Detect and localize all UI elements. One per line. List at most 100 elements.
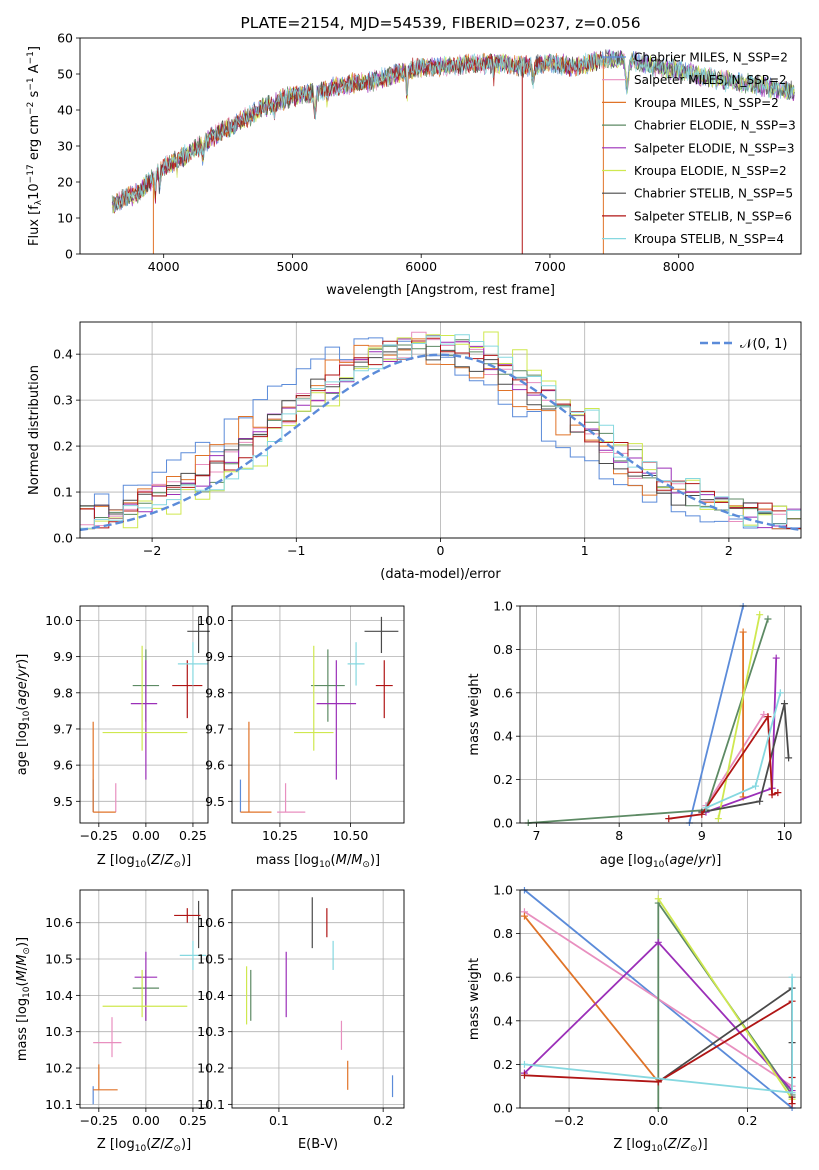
x-tick-label: 0.00 bbox=[132, 828, 160, 843]
x-tick-label: 0.2 bbox=[373, 1113, 393, 1128]
y-tick-label: 9.9 bbox=[53, 649, 73, 664]
y-tick-label: 10.6 bbox=[45, 915, 73, 930]
x-tick-label: 5000 bbox=[277, 259, 309, 274]
x-tick-label: 0.1 bbox=[269, 1113, 289, 1128]
legend-entry-8: Kroupa STELIB, N_SSP=4 bbox=[634, 232, 784, 246]
weight-marker bbox=[780, 700, 788, 708]
y-tick-label: 0.8 bbox=[493, 642, 513, 657]
errorbar-point-4 bbox=[134, 951, 158, 1021]
y-tick-label: 60 bbox=[57, 31, 73, 46]
y-tick-label: 9.7 bbox=[53, 721, 73, 736]
x-tick-label: −1 bbox=[287, 543, 305, 558]
legend-entry-2: Kroupa MILES, N_SSP=2 bbox=[634, 96, 779, 110]
legend-entry-6: Chabrier STELIB, N_SSP=5 bbox=[634, 187, 793, 201]
weight-marker bbox=[756, 611, 764, 619]
y-tick-label: 0.4 bbox=[53, 347, 73, 362]
y-tick-label: 10.5 bbox=[197, 952, 225, 967]
y-tick-label: 9.8 bbox=[205, 685, 225, 700]
y-axis-label: mass weight bbox=[467, 958, 482, 1040]
y-tick-label: 10.1 bbox=[45, 1097, 73, 1112]
Z-age-panel: −0.25 0.00 0.25 9.5 9.6 9.7 9.8 9.9 10.0 Z [log10… bbox=[15, 605, 210, 870]
chart-title: PLATE=2154, MJD=54539, FIBERID=0237, z=0… bbox=[240, 14, 640, 32]
axes-frame bbox=[79, 605, 209, 824]
y-tick-label: 1.0 bbox=[493, 883, 513, 898]
axes-frame bbox=[79, 37, 802, 255]
y-tick-label: 9.8 bbox=[53, 685, 73, 700]
x-axis-label: Z [log10(Z/Z⊙)] bbox=[97, 853, 191, 870]
errorbar-point-8 bbox=[177, 642, 208, 686]
errorbar-point-5 bbox=[294, 645, 334, 751]
x-axis-label: Z [log10(Z/Z⊙)] bbox=[97, 1137, 191, 1154]
histograms bbox=[80, 331, 801, 532]
y-tick-label: 0.2 bbox=[493, 772, 513, 787]
weight-marker bbox=[702, 804, 710, 812]
weight-series-2 bbox=[523, 915, 660, 1083]
axes-frame bbox=[519, 889, 802, 1109]
y-tick-label: 30 bbox=[57, 139, 73, 154]
weight-marker bbox=[654, 938, 662, 946]
axes-frame bbox=[79, 889, 209, 1109]
y-tick-label: 10.3 bbox=[45, 1024, 73, 1039]
weight-series-1 bbox=[705, 714, 765, 807]
age-weight-panel: 7 8 9 10 0.0 0.2 0.4 0.6 0.8 1.0 mass weight age [l… bbox=[467, 599, 802, 870]
y-tick-label: 0.0 bbox=[493, 1101, 513, 1116]
weight-marker bbox=[776, 689, 784, 697]
y-tick-label: 40 bbox=[57, 103, 73, 118]
errorbar-point-5 bbox=[102, 969, 188, 1018]
weight-series-6 bbox=[701, 703, 790, 813]
weight-marker bbox=[739, 628, 747, 636]
legend-entry-4: Salpeter ELODIE, N_SSP=3 bbox=[634, 141, 795, 155]
weight-marker bbox=[788, 1089, 796, 1097]
y-tick-label: 50 bbox=[57, 67, 73, 82]
weight-marker bbox=[772, 654, 780, 662]
x-tick-label: 0.25 bbox=[179, 1113, 207, 1128]
y-tick-label: 10.0 bbox=[45, 613, 73, 628]
y-tick-label: 0.6 bbox=[493, 970, 513, 985]
weight-marker bbox=[665, 815, 673, 823]
y-axis-label: mass weight bbox=[467, 673, 482, 755]
x-tick-label: 0 bbox=[437, 543, 445, 558]
axes-frame bbox=[231, 889, 405, 1109]
errorbar-point-1 bbox=[277, 783, 306, 813]
errorbar-point-4 bbox=[316, 660, 357, 780]
x-tick-label: 10 bbox=[777, 828, 793, 843]
weight-marker bbox=[756, 797, 764, 805]
weight-marker bbox=[520, 912, 528, 920]
x-tick-label: 9 bbox=[698, 828, 706, 843]
y-tick-label: 10.2 bbox=[197, 1061, 225, 1076]
errorbar-point-7 bbox=[172, 660, 203, 719]
weight-marker bbox=[760, 711, 768, 718]
weight-series-5 bbox=[657, 898, 793, 1100]
x-axis-label: (data-model)/error bbox=[380, 567, 501, 582]
weight-marker bbox=[764, 713, 772, 721]
y-tick-label: 10.4 bbox=[197, 988, 225, 1003]
errorbar-point-2 bbox=[93, 1064, 118, 1091]
errorbar-point-7 bbox=[174, 908, 201, 923]
Z-weight-panel: −0.2 0.0 0.2 0.0 0.2 0.4 0.6 0.8 1.0 mass weight Z… bbox=[467, 883, 802, 1154]
y-axis-label: Normed distribution bbox=[27, 365, 42, 495]
y-axis-label: mass [log10(M/M⊙)] bbox=[15, 937, 32, 1061]
errorbar-point-6 bbox=[364, 616, 399, 654]
y-tick-label: 0.2 bbox=[53, 439, 73, 454]
y-tick-label: 0.4 bbox=[493, 1013, 513, 1028]
weight-marker bbox=[788, 1100, 796, 1108]
errorbar-point-8 bbox=[179, 940, 207, 970]
x-tick-label: 4000 bbox=[148, 259, 180, 274]
weight-marker bbox=[752, 782, 760, 790]
y-tick-label: 10.2 bbox=[45, 1061, 73, 1076]
weight-marker bbox=[520, 1060, 528, 1068]
y-tick-label: 10.1 bbox=[197, 1097, 225, 1112]
axes-frame bbox=[231, 605, 405, 824]
x-tick-label: 1 bbox=[581, 543, 589, 558]
y-tick-label: 0.6 bbox=[493, 685, 513, 700]
y-tick-label: 9.5 bbox=[53, 794, 73, 809]
y-tick-label: 9.9 bbox=[205, 649, 225, 664]
x-axis-label: wavelength [Angstrom, rest frame] bbox=[326, 283, 555, 298]
weight-series-0 bbox=[688, 605, 744, 824]
weight-series-7 bbox=[668, 713, 779, 820]
weight-marker bbox=[654, 895, 662, 903]
residual-panel: −2 −1 0 1 2 0.0 0.1 0.2 0.3 0.4 𝒩(0, 1) (data-model… bbox=[27, 321, 802, 582]
x-tick-label: 0.00 bbox=[132, 1113, 160, 1128]
spectrum-legend: Chabrier MILES, N_SSP=2 Salpeter MILES, N… bbox=[602, 51, 796, 246]
